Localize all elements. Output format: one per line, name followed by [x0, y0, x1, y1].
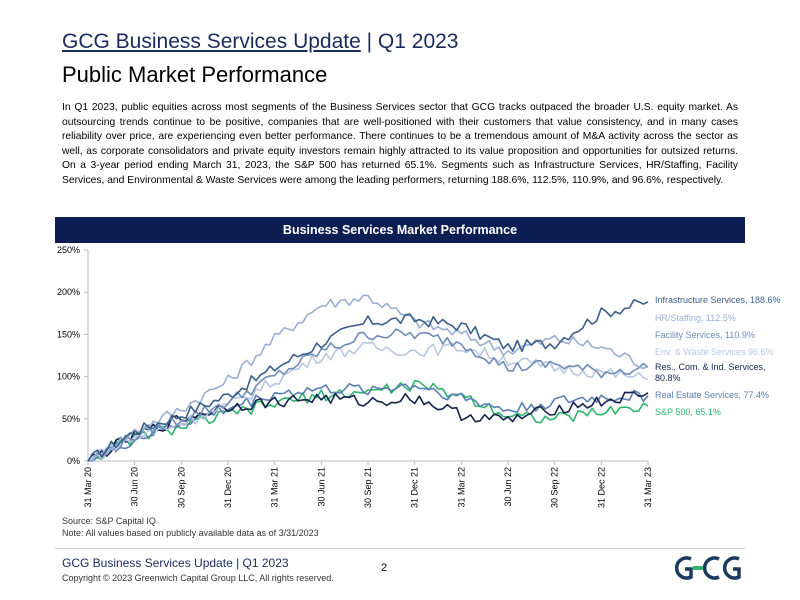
- header-title-separator: |: [360, 30, 378, 53]
- x-tick-label: 30 Sep 20: [176, 467, 186, 508]
- x-tick-label: 30 Jun 20: [130, 467, 140, 507]
- y-tick-label: 150%: [57, 329, 80, 339]
- page-subtitle: Public Market Performance: [62, 62, 328, 87]
- series-line-0: [87, 299, 649, 462]
- x-tick-label: 31 Mar 20: [83, 467, 93, 508]
- series-line-2: [87, 328, 649, 462]
- x-tick-label: 30 Jun 22: [503, 467, 513, 507]
- x-tick-label: 31 Mar 22: [456, 467, 466, 508]
- header-title-period: Q1 2023: [377, 30, 459, 53]
- series-line-3: [87, 341, 649, 462]
- x-tick-label: 31 Dec 20: [223, 467, 233, 508]
- x-tick-label: 31 Mar 21: [270, 467, 280, 508]
- x-tick-label: 30 Sep 21: [363, 467, 373, 508]
- page-header-title: GCG Business Services Update | Q1 2023: [62, 30, 459, 54]
- y-tick-label: 200%: [57, 287, 80, 297]
- y-tick-label: 0%: [67, 456, 80, 466]
- legend-label-5: Real Estate Services, 77.4%: [655, 390, 769, 400]
- legend-label-4: Res., Com. & Ind. Services, 80.8%: [655, 362, 766, 383]
- series-line-6: [87, 379, 649, 462]
- gcg-logo-icon: [675, 556, 741, 580]
- y-tick-label: 100%: [57, 372, 80, 382]
- x-tick-label: 31 Dec 21: [410, 467, 420, 508]
- footer-copyright: Copyright © 2023 Greenwich Capital Group…: [62, 573, 334, 583]
- series-line-5: [88, 382, 649, 462]
- x-tick-label: 30 Jun 21: [316, 467, 326, 507]
- x-tick-label: 31 Mar 23: [643, 467, 653, 508]
- note-text: Note: All values based on publicly avail…: [62, 528, 319, 538]
- chart-source: Source: S&P Capital IQ Note: All values …: [62, 515, 319, 539]
- legend-label-3: Env. & Waste Services 96.6%: [655, 347, 774, 357]
- y-tick-label: 50%: [62, 414, 80, 424]
- y-tick-label: 250%: [57, 245, 80, 255]
- x-tick-label: 30 Sep 22: [550, 467, 560, 508]
- series-line-1: [88, 294, 649, 462]
- legend-label-0: Infrastructure Services, 188.6%: [655, 295, 781, 305]
- footer-title: GCG Business Services Update | Q1 2023: [62, 556, 289, 570]
- body-paragraph: In Q1 2023, public equities across most …: [62, 102, 738, 186]
- page-number: 2: [381, 562, 388, 574]
- x-tick-label: 31 Dec 22: [596, 467, 606, 508]
- legend-label-1: HR/Staffing, 112.5%: [655, 313, 736, 323]
- footer-divider: [55, 548, 745, 549]
- source-text: Source: S&P Capital IQ: [62, 516, 156, 526]
- legend-label-6: S&P 500, 65.1%: [655, 407, 721, 417]
- header-title-main: GCG Business Services Update: [62, 30, 361, 53]
- legend-label-2: Facility Services, 110.9%: [655, 330, 755, 340]
- chart-title-banner: Business Services Market Performance: [55, 217, 745, 243]
